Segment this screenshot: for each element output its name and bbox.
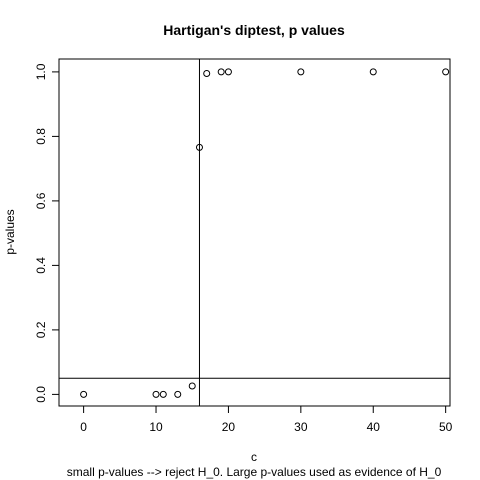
data-point bbox=[224, 68, 232, 76]
data-point bbox=[369, 68, 377, 76]
x-axis-label: c bbox=[251, 450, 257, 464]
x-tick-label: 0 bbox=[80, 420, 87, 434]
data-points bbox=[80, 68, 450, 398]
x-tick-label: 50 bbox=[439, 420, 453, 434]
y-axis: 0.0 0.2 0.4 0.6 0.8 1.0 bbox=[34, 63, 59, 403]
data-point bbox=[152, 390, 160, 398]
data-point bbox=[174, 390, 182, 398]
data-point bbox=[297, 68, 305, 76]
plot-area-frame bbox=[58, 58, 451, 407]
data-point bbox=[188, 382, 196, 390]
data-point bbox=[159, 390, 167, 398]
x-tick-label: 20 bbox=[222, 420, 236, 434]
data-point bbox=[203, 70, 211, 78]
y-tick-label: 0.2 bbox=[34, 321, 48, 338]
x-tick-label: 30 bbox=[294, 420, 308, 434]
data-point bbox=[80, 390, 88, 398]
data-point bbox=[195, 143, 203, 151]
y-tick-label: 0.0 bbox=[34, 386, 48, 403]
chart-title: Hartigan's diptest, p values bbox=[163, 22, 345, 38]
x-tick-label: 40 bbox=[367, 420, 381, 434]
y-tick-label: 0.6 bbox=[34, 192, 48, 209]
y-axis-label: p-values bbox=[3, 209, 17, 254]
y-tick-label: 0.8 bbox=[34, 128, 48, 145]
x-tick-label: 10 bbox=[149, 420, 163, 434]
y-tick-label: 1.0 bbox=[34, 63, 48, 80]
chart-subtitle: small p-values --> reject H_0. Large p-v… bbox=[67, 465, 442, 479]
data-point bbox=[217, 68, 225, 76]
reference-lines bbox=[59, 59, 450, 406]
data-point bbox=[442, 68, 450, 76]
y-tick-label: 0.4 bbox=[34, 257, 48, 274]
x-axis: 0 10 20 30 40 50 bbox=[80, 406, 453, 434]
